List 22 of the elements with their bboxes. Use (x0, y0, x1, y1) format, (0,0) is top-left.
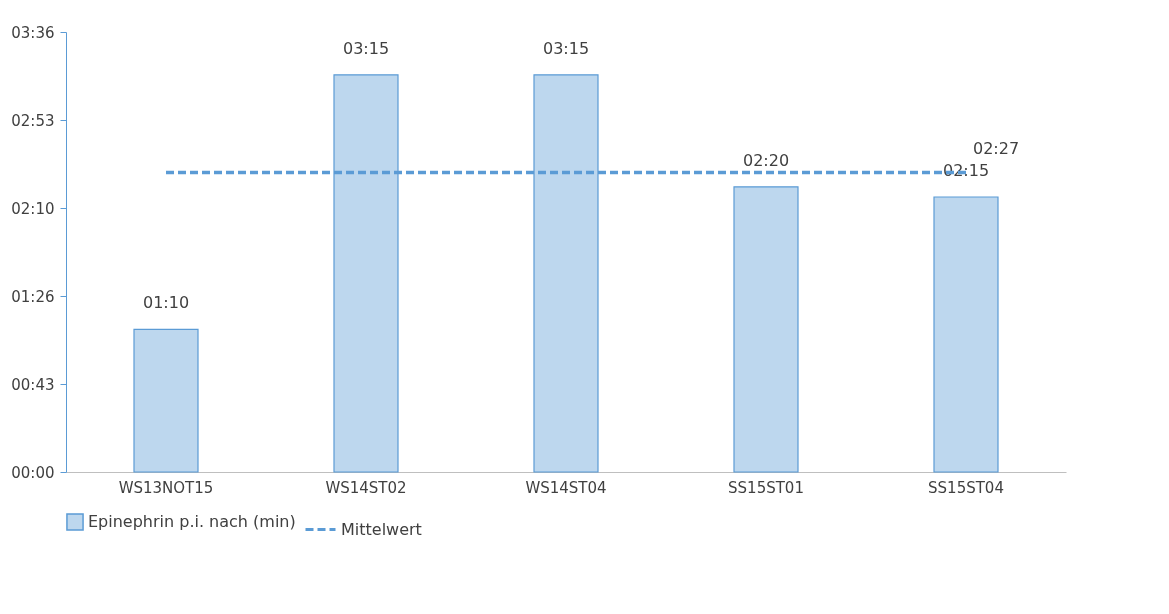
data-label: 03:15 (342, 38, 390, 58)
y-tick-label: 01:26 (11, 287, 55, 306)
x-tick-label: SS15ST04 (928, 478, 1004, 497)
legend-label: Epinephrin p.i. nach (min) (88, 512, 296, 531)
bar (733, 186, 799, 473)
data-label: 01:10 (142, 293, 190, 313)
data-label: 02:20 (742, 150, 790, 170)
x-tick-label: WS14ST02 (325, 478, 407, 497)
y-tick-label: 02:53 (11, 111, 55, 130)
bar (933, 196, 999, 473)
y-tick-label: 02:10 (11, 199, 55, 218)
data-label: 02:15 (942, 161, 990, 180)
x-tick-label: WS14ST04 (525, 478, 607, 497)
x-tick-label: WS13NOT15 (118, 478, 214, 497)
data-label: 02:27 (972, 138, 1020, 158)
y-tick-label: 03:36 (11, 23, 55, 42)
y-tick-label: 00:43 (11, 375, 55, 394)
legend-label: Mittelwert (341, 519, 422, 539)
y-tick-label: 00:00 (11, 463, 55, 482)
data-label: 03:15 (542, 38, 590, 58)
bar (133, 328, 199, 473)
x-tick-label: SS15ST01 (728, 478, 804, 497)
